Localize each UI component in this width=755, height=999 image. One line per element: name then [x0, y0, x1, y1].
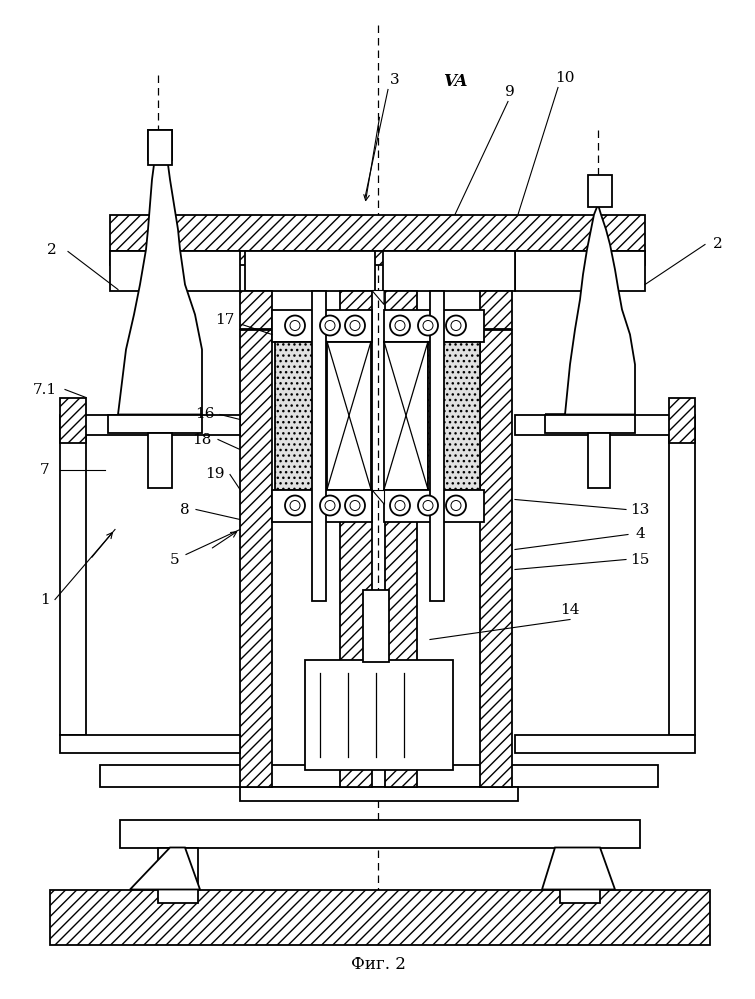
Bar: [588, 433, 610, 488]
Bar: [275, 342, 327, 490]
Text: 9: 9: [505, 85, 515, 99]
Bar: [384, 342, 428, 490]
Bar: [272, 310, 372, 342]
Text: 3: 3: [390, 73, 400, 87]
Bar: [383, 251, 515, 291]
Bar: [305, 659, 453, 769]
Circle shape: [390, 316, 410, 336]
Circle shape: [350, 500, 360, 510]
Bar: [430, 291, 444, 600]
Bar: [363, 589, 389, 661]
Bar: [108, 415, 202, 433]
Text: 1: 1: [40, 592, 50, 606]
Bar: [340, 330, 372, 786]
Bar: [480, 330, 512, 786]
Bar: [588, 175, 612, 207]
Text: 10: 10: [555, 71, 575, 85]
Text: 13: 13: [630, 502, 650, 516]
Bar: [515, 415, 695, 435]
Circle shape: [423, 321, 433, 331]
Bar: [158, 847, 198, 902]
Bar: [515, 734, 695, 752]
Text: 2: 2: [713, 238, 723, 252]
Bar: [110, 251, 645, 265]
Bar: [60, 415, 240, 435]
Polygon shape: [118, 160, 202, 415]
Text: 19: 19: [205, 468, 225, 482]
Polygon shape: [545, 205, 635, 415]
Polygon shape: [372, 291, 384, 305]
Bar: [148, 433, 172, 488]
Text: 15: 15: [630, 552, 650, 566]
Bar: [480, 291, 512, 329]
Text: 5: 5: [170, 552, 180, 566]
Text: 18: 18: [193, 433, 211, 447]
Bar: [245, 251, 375, 291]
Bar: [384, 490, 484, 521]
Text: 7: 7: [40, 463, 50, 477]
Bar: [669, 435, 695, 734]
Circle shape: [418, 316, 438, 336]
Circle shape: [290, 321, 300, 331]
Text: 16: 16: [196, 408, 214, 422]
Circle shape: [285, 316, 305, 336]
Bar: [148, 130, 172, 160]
Circle shape: [451, 500, 461, 510]
Bar: [60, 435, 86, 734]
Bar: [272, 490, 372, 521]
Circle shape: [446, 316, 466, 336]
Bar: [60, 398, 86, 443]
Circle shape: [423, 500, 433, 510]
Bar: [385, 291, 417, 329]
Circle shape: [320, 496, 340, 515]
Text: 17: 17: [215, 313, 235, 327]
Circle shape: [345, 316, 365, 336]
Bar: [120, 819, 640, 847]
Bar: [385, 330, 417, 786]
Bar: [545, 415, 635, 433]
Bar: [60, 734, 240, 752]
Circle shape: [325, 321, 335, 331]
Circle shape: [325, 500, 335, 510]
Bar: [515, 251, 645, 291]
Text: VA: VA: [442, 73, 467, 90]
Bar: [110, 251, 240, 291]
Circle shape: [290, 500, 300, 510]
Bar: [340, 291, 372, 329]
Circle shape: [390, 496, 410, 515]
Circle shape: [320, 316, 340, 336]
Bar: [560, 847, 600, 902]
Bar: [50, 889, 710, 944]
Circle shape: [395, 500, 405, 510]
Text: Фиг. 2: Фиг. 2: [350, 956, 405, 973]
Circle shape: [446, 496, 466, 515]
Text: 14: 14: [560, 602, 580, 616]
Bar: [100, 764, 658, 786]
Bar: [669, 398, 695, 443]
Bar: [384, 310, 484, 342]
Text: 4: 4: [635, 527, 645, 541]
Circle shape: [350, 321, 360, 331]
Circle shape: [451, 321, 461, 331]
Polygon shape: [372, 490, 384, 503]
Circle shape: [285, 496, 305, 515]
Bar: [110, 215, 645, 251]
Bar: [327, 342, 371, 490]
Polygon shape: [130, 847, 200, 889]
Circle shape: [345, 496, 365, 515]
Text: 8: 8: [180, 502, 190, 516]
Bar: [428, 342, 480, 490]
Text: 2: 2: [47, 243, 57, 257]
Bar: [240, 786, 518, 800]
Text: 7.1: 7.1: [33, 383, 57, 397]
Circle shape: [395, 321, 405, 331]
Circle shape: [418, 496, 438, 515]
Bar: [240, 330, 272, 786]
Bar: [240, 291, 272, 329]
Polygon shape: [542, 847, 615, 889]
Bar: [148, 130, 172, 165]
Bar: [312, 291, 326, 600]
